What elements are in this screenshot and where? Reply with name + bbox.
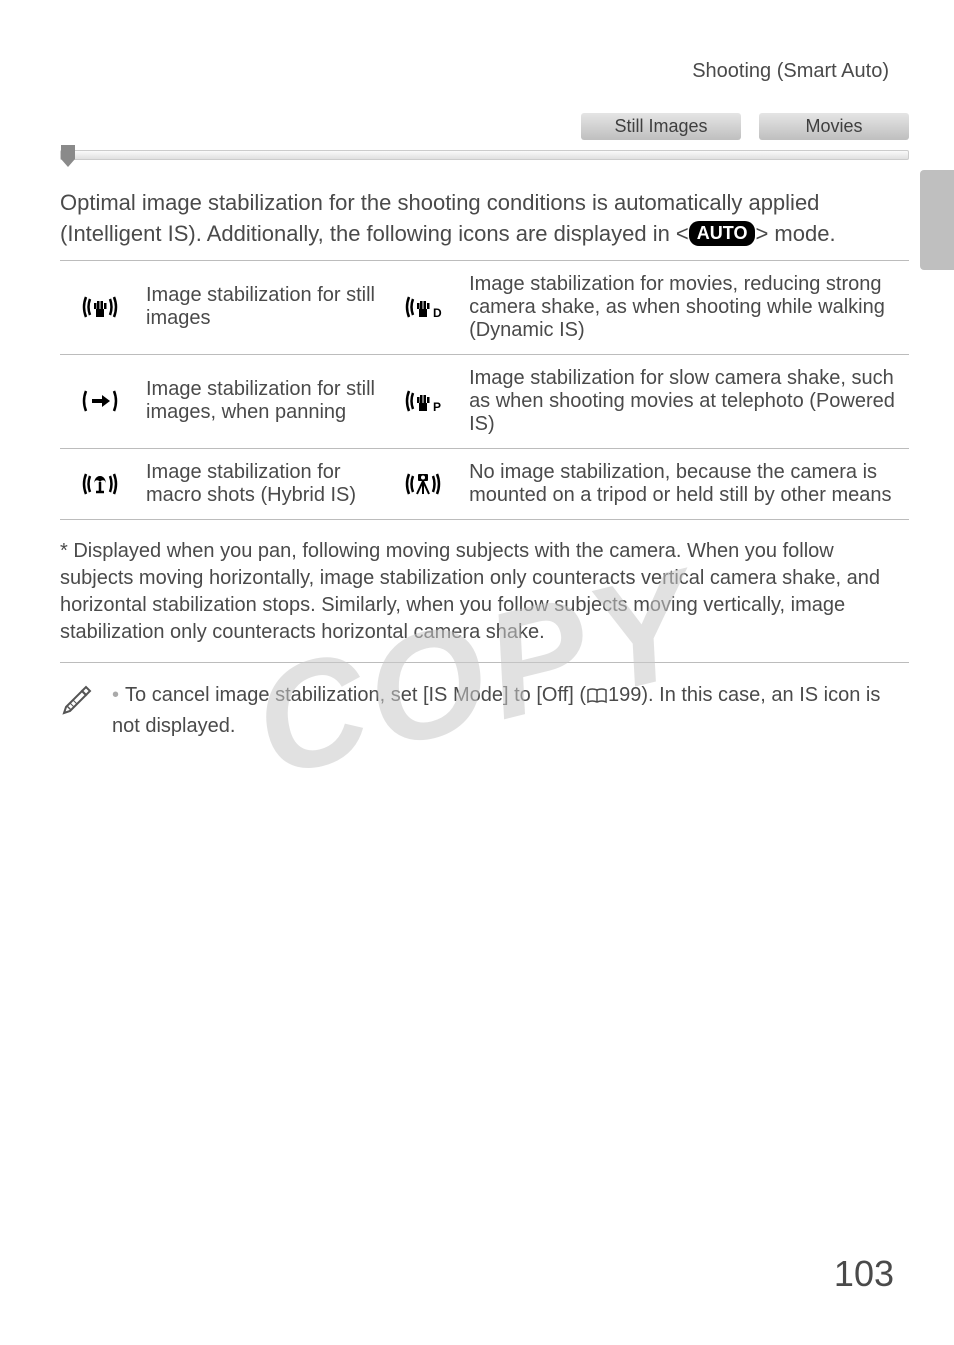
intro-part2: > mode.: [755, 221, 835, 246]
is-tripod-icon: [383, 448, 463, 519]
is-hybrid-icon: [60, 448, 140, 519]
bullet-icon: •: [112, 684, 119, 706]
auto-mode-badge: AUTO: [689, 221, 756, 246]
tab-movies: Movies: [759, 113, 909, 140]
note-row: • To cancel image stabilization, set [IS …: [60, 681, 909, 740]
table-row: Image stabilization for still images D I…: [60, 260, 909, 354]
table-row: Image stabilization for macro shots (Hyb…: [60, 448, 909, 519]
breadcrumb: Shooting (Smart Auto): [60, 60, 909, 83]
pencil-icon: [60, 681, 96, 722]
side-tab: [920, 170, 954, 270]
is-dynamic-icon: D: [383, 260, 463, 354]
note-page-ref: 199: [608, 684, 641, 706]
is-icons-table: Image stabilization for still images D I…: [60, 260, 909, 520]
tabs-row: Still Images Movies: [60, 113, 909, 140]
note-text: • To cancel image stabilization, set [IS …: [112, 681, 909, 740]
note-pre: To cancel image stabilization, set [IS M…: [125, 684, 586, 706]
is-dynamic-desc: Image stabilization for movies, reducing…: [463, 260, 909, 354]
svg-text:D: D: [433, 306, 442, 320]
is-hybrid-desc: Image stabilization for macro shots (Hyb…: [140, 448, 383, 519]
section-marker-icon: [61, 145, 75, 159]
is-tripod-desc: No image stabilization, because the came…: [463, 448, 909, 519]
table-row: Image stabilization for still images, wh…: [60, 354, 909, 448]
svg-text:P: P: [433, 400, 441, 414]
footnote-text: * Displayed when you pan, following movi…: [60, 538, 909, 663]
is-powered-desc: Image stabilization for slow camera shak…: [463, 354, 909, 448]
page-number: 103: [834, 1253, 894, 1295]
is-panning-icon: [60, 354, 140, 448]
is-powered-icon: P: [383, 354, 463, 448]
is-panning-desc: Image stabilization for still images, wh…: [140, 354, 383, 448]
book-icon: [586, 684, 608, 712]
section-bar: [60, 150, 909, 160]
is-still-icon: [60, 260, 140, 354]
intro-text: Optimal image stabilization for the shoo…: [60, 188, 909, 250]
tab-still-images: Still Images: [581, 113, 741, 140]
is-still-desc: Image stabilization for still images: [140, 260, 383, 354]
